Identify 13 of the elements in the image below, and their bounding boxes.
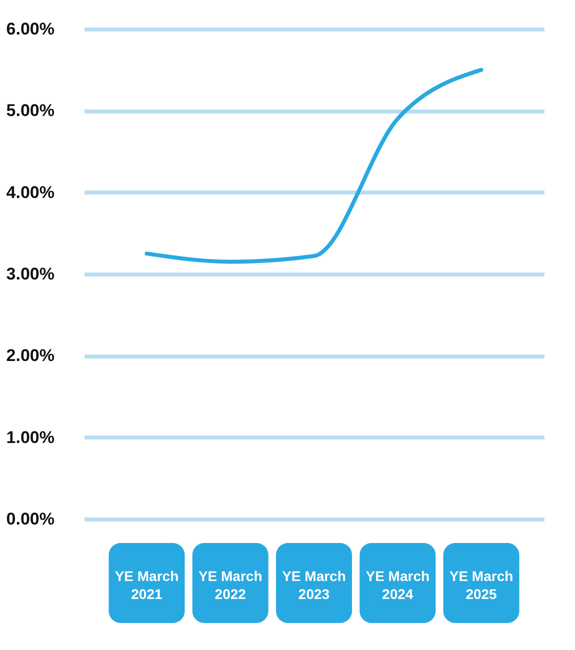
x-tick-label: YE March 2023 [282, 568, 346, 602]
y-tick-label: 3.00% [6, 264, 54, 284]
y-tick-label: 0.00% [6, 510, 54, 528]
y-tick-label: 4.00% [6, 182, 54, 202]
x-tick-label: YE March 2025 [449, 568, 514, 602]
y-tick-label: 1.00% [6, 428, 54, 447]
y-tick-label: 2.00% [6, 346, 54, 366]
x-tick-label: YE March 2022 [198, 568, 262, 602]
line-series [144, 68, 484, 264]
y-tick-label: 5.00% [6, 101, 54, 120]
x-tick-label: YE March 2021 [114, 568, 179, 602]
x-tick-label: YE March 2024 [366, 568, 430, 602]
y-tick-label: 6.00% [6, 20, 54, 38]
